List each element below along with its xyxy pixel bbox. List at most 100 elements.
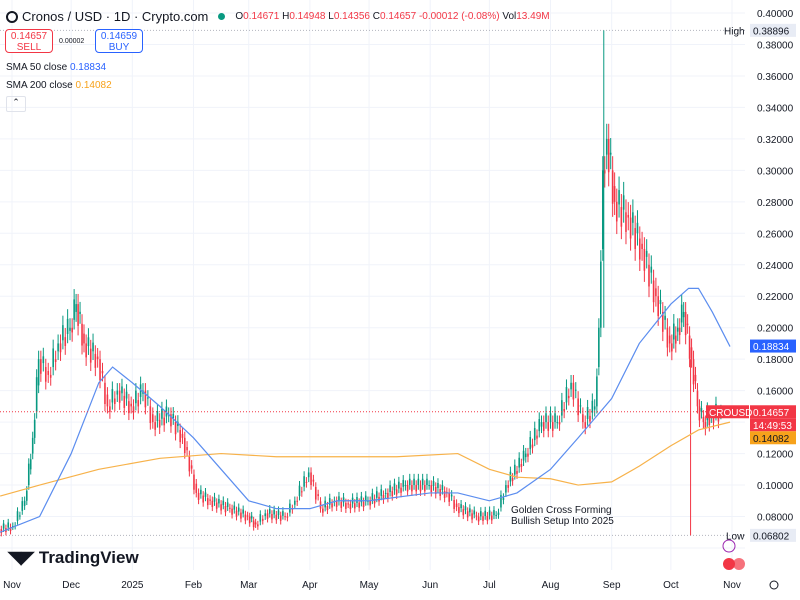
candle-body bbox=[406, 485, 409, 492]
candle-body bbox=[75, 304, 77, 312]
candle-body bbox=[94, 353, 97, 368]
candle-body bbox=[250, 515, 253, 519]
x-tick-label: Sep bbox=[603, 580, 621, 591]
candle-body bbox=[700, 408, 703, 412]
candle-body bbox=[480, 511, 482, 517]
candle-body bbox=[314, 486, 317, 500]
candle-body bbox=[518, 457, 520, 468]
candle-body bbox=[430, 485, 433, 493]
x-tick-label: 2025 bbox=[121, 580, 144, 591]
candle-body bbox=[589, 415, 591, 422]
candle-body bbox=[92, 342, 94, 352]
candle-body bbox=[33, 419, 36, 438]
tradingview-logo: ◥◤ TradingView bbox=[8, 548, 139, 567]
candle-body bbox=[674, 335, 677, 344]
candle-body bbox=[37, 359, 40, 386]
candle-body bbox=[156, 411, 159, 421]
candle-body bbox=[632, 212, 634, 223]
candle-body bbox=[211, 500, 214, 508]
chevron-up-icon[interactable]: ⌃ bbox=[6, 96, 26, 112]
candle-body bbox=[252, 520, 255, 528]
candle-body bbox=[441, 484, 444, 490]
candle-body bbox=[179, 429, 181, 443]
candle-body bbox=[629, 217, 632, 239]
candle-body bbox=[240, 512, 242, 519]
y-tick-label: 0.40000 bbox=[757, 9, 794, 20]
y-tick-label: 0.32000 bbox=[757, 135, 794, 146]
candle-body bbox=[298, 485, 301, 497]
candle-body bbox=[586, 407, 589, 419]
candle-body bbox=[137, 400, 140, 407]
candle-body bbox=[678, 327, 681, 336]
lightning-icon bbox=[722, 539, 736, 553]
candle-body bbox=[577, 398, 579, 416]
candle-body bbox=[690, 347, 693, 360]
candle-body bbox=[698, 406, 701, 421]
candle-body bbox=[57, 343, 59, 352]
candle-body bbox=[202, 495, 204, 503]
y-tick-label: 0.20000 bbox=[757, 324, 794, 335]
candle-body bbox=[195, 483, 198, 493]
candle-body bbox=[104, 382, 106, 405]
candle-body bbox=[469, 508, 471, 513]
candle-body bbox=[509, 471, 512, 482]
sma200-line bbox=[0, 421, 731, 497]
y-tick-label: 0.18000 bbox=[757, 355, 794, 366]
candle-body bbox=[231, 508, 233, 515]
candle-body bbox=[130, 403, 132, 407]
candle-body bbox=[533, 428, 536, 441]
candle-body bbox=[242, 509, 244, 514]
candle-body bbox=[44, 367, 47, 382]
sma200-legend[interactable]: SMA 200 close 0.14082 bbox=[6, 80, 112, 91]
y-tick-label: 0.26000 bbox=[757, 229, 794, 240]
symbol-title[interactable]: Cronos / USD · 1D · Crypto.com bbox=[22, 9, 209, 24]
candle-body bbox=[111, 389, 114, 403]
candle-body bbox=[254, 522, 257, 525]
candle-body bbox=[31, 437, 34, 454]
candle-body bbox=[549, 413, 552, 423]
candle-body bbox=[193, 474, 195, 490]
candle-body bbox=[712, 414, 715, 423]
candle-body bbox=[477, 516, 480, 522]
candle-body bbox=[275, 514, 278, 521]
candle-body bbox=[404, 485, 407, 487]
last-price-tag: 0.14657 bbox=[753, 408, 790, 419]
x-tick-label: Feb bbox=[185, 580, 203, 591]
candle-body bbox=[71, 327, 73, 333]
candle-body bbox=[79, 311, 81, 314]
candle-body bbox=[694, 374, 697, 382]
buy-button[interactable]: 0.14659 BUY bbox=[95, 29, 143, 53]
y-tick-label: 0.34000 bbox=[757, 103, 794, 114]
candle-body bbox=[226, 502, 229, 507]
candle-body bbox=[369, 500, 371, 506]
candle-body bbox=[96, 356, 99, 360]
candle-body bbox=[279, 515, 282, 521]
candle-body bbox=[161, 408, 163, 419]
sma50-legend[interactable]: SMA 50 close 0.18834 bbox=[6, 62, 107, 73]
candle-body bbox=[114, 398, 116, 405]
sma50-line bbox=[0, 287, 731, 533]
candle-body bbox=[634, 228, 636, 250]
candle-body bbox=[536, 435, 538, 439]
candle-body bbox=[244, 514, 247, 521]
candle-body bbox=[222, 500, 225, 506]
candle-body bbox=[609, 152, 612, 155]
sell-button[interactable]: 0.14657 SELL bbox=[5, 29, 53, 53]
candle-body bbox=[294, 500, 296, 505]
candle-body bbox=[593, 406, 596, 410]
candle-body bbox=[135, 390, 137, 404]
candle-body bbox=[607, 138, 610, 173]
candle-body bbox=[561, 400, 563, 416]
last-price-tag-bg bbox=[750, 405, 796, 419]
candle-body bbox=[284, 516, 286, 518]
candle-body bbox=[655, 288, 657, 297]
candle-body bbox=[220, 504, 222, 511]
candle-body bbox=[411, 485, 413, 492]
candle-body bbox=[101, 370, 104, 374]
candle-body bbox=[364, 495, 367, 502]
y-tick-label: 0.22000 bbox=[757, 292, 794, 303]
candle-body bbox=[391, 491, 394, 497]
candle-body bbox=[389, 485, 391, 493]
candle-body bbox=[676, 327, 679, 332]
